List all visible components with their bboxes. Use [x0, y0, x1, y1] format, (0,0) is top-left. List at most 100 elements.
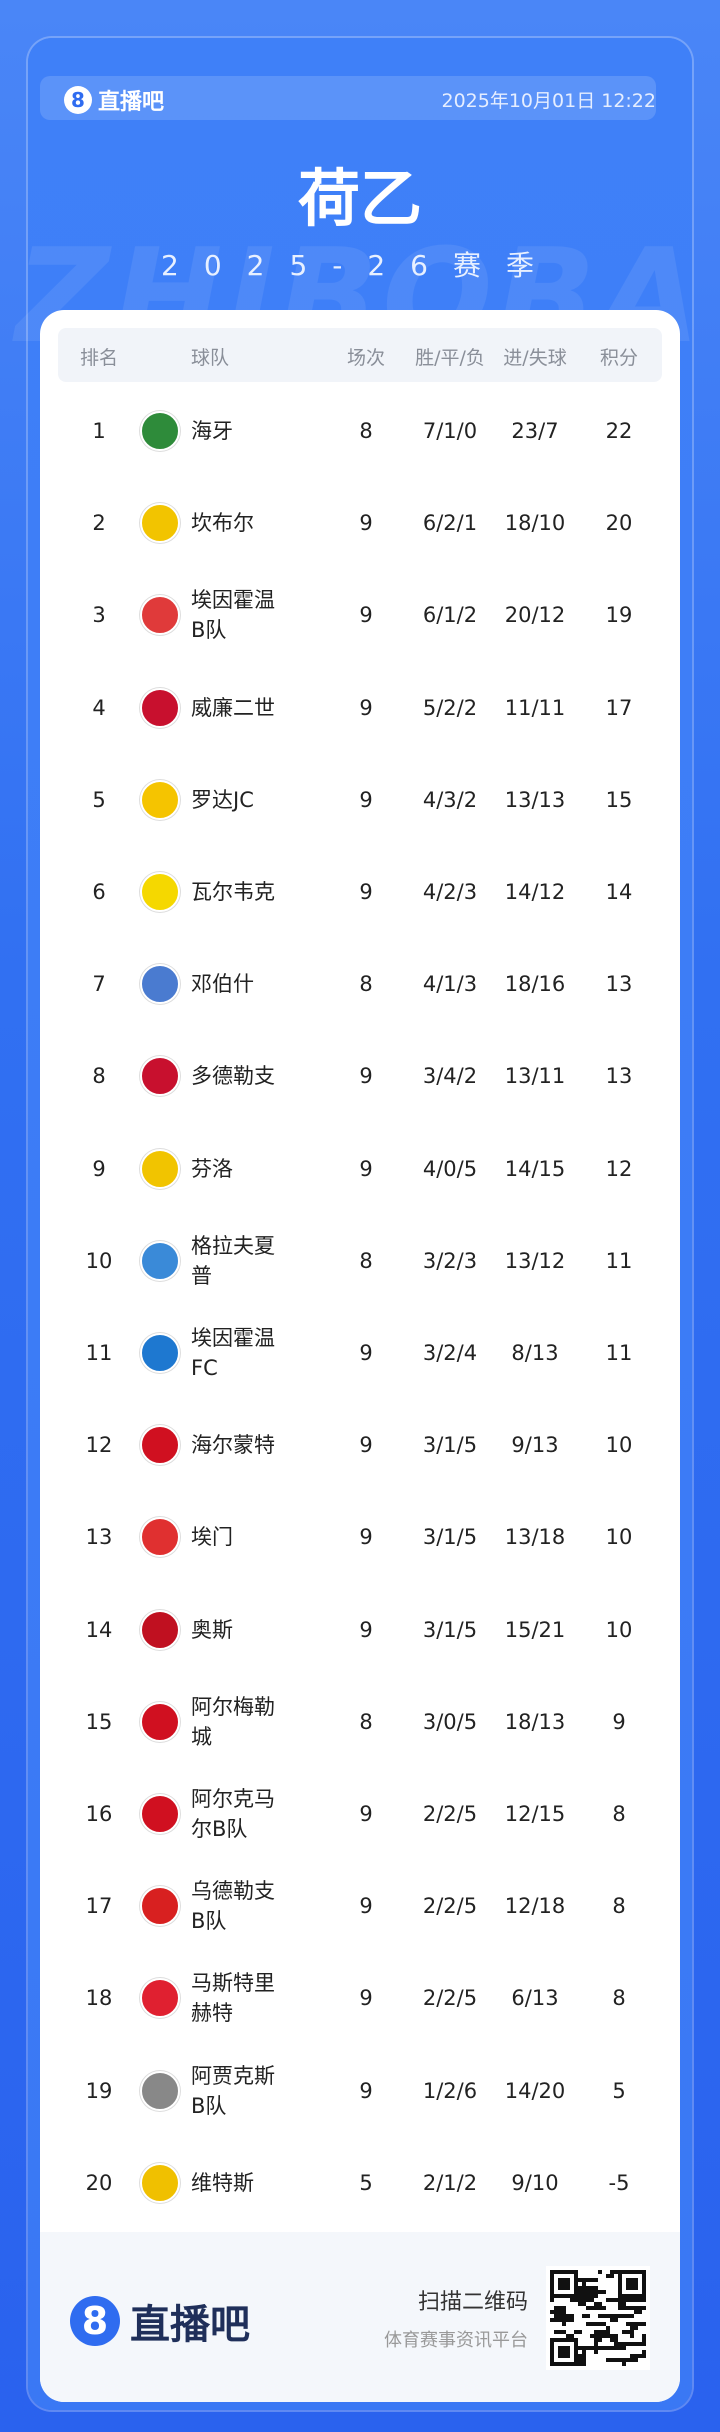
brand-text: 直播吧 — [98, 90, 165, 115]
qr-module — [590, 2286, 594, 2290]
rank: 16 — [85, 1802, 113, 1826]
points: 11 — [605, 1341, 633, 1365]
games: 9 — [359, 1894, 373, 1919]
qr-module — [614, 2342, 618, 2346]
team-name: 海尔蒙特 — [191, 1433, 275, 1458]
qr-module — [558, 2286, 562, 2290]
points: 10 — [605, 1433, 633, 1458]
qr-module — [638, 2354, 642, 2358]
qr-module — [618, 2282, 622, 2286]
qr-module — [606, 2334, 610, 2338]
qr-module — [606, 2358, 610, 2362]
games: 8 — [359, 1248, 373, 1273]
qr-module — [554, 2330, 558, 2334]
goals: 14/20 — [504, 2078, 566, 2103]
team-name: 埃因霍温FC — [191, 1326, 275, 1380]
qr-module — [570, 2338, 574, 2342]
qr-module — [574, 2346, 578, 2350]
rank: 11 — [85, 1341, 113, 1365]
qr-module — [562, 2278, 566, 2282]
qr-module — [574, 2342, 578, 2346]
w-d-l: 3/4/2 — [422, 1064, 478, 1089]
w-d-l: 3/0/5 — [422, 1709, 478, 1734]
points: 15 — [605, 787, 633, 812]
points: 11 — [605, 1248, 633, 1273]
qr-module — [594, 2350, 598, 2354]
team-name: 奥斯 — [191, 1617, 233, 1642]
qr-module — [566, 2270, 570, 2274]
qr-module — [634, 2342, 638, 2346]
qr-module — [618, 2346, 622, 2350]
qr-module — [562, 2322, 566, 2326]
team-logo — [140, 779, 180, 820]
qr-module — [550, 2270, 554, 2274]
qr-module — [594, 2306, 598, 2310]
team-name: 多德勒支 — [191, 1064, 275, 1089]
goals: 12/15 — [504, 1802, 566, 1826]
team-name: 海牙 — [191, 419, 233, 443]
team-name: 埃因霍温B队 — [191, 588, 275, 643]
team-logo — [140, 872, 180, 912]
qr-module — [574, 2294, 578, 2298]
qr-module — [638, 2298, 642, 2302]
qr-module — [638, 2306, 642, 2310]
rank: 3 — [92, 603, 106, 628]
qr-module — [586, 2322, 590, 2326]
goals: 9/13 — [511, 1433, 559, 1458]
qr-module — [562, 2282, 566, 2286]
scan-text: 扫描二维码 — [417, 2290, 528, 2315]
qr-module — [550, 2310, 554, 2314]
goals: 11/11 — [504, 695, 566, 720]
w-d-l: 2/1/2 — [422, 2170, 478, 2195]
qr-module — [582, 2286, 586, 2290]
qr-module — [566, 2286, 570, 2290]
qr-module — [582, 2294, 586, 2298]
top-bar — [40, 76, 656, 120]
column-header: 球队 — [191, 347, 230, 369]
qr-module — [582, 2314, 586, 2318]
qr-module — [594, 2290, 598, 2294]
qr-module — [574, 2330, 578, 2334]
team-name: 瓦尔韦克 — [191, 880, 275, 904]
qr-module — [566, 2354, 570, 2358]
qr-module — [594, 2286, 598, 2290]
qr-module — [558, 2282, 562, 2286]
qr-module — [606, 2346, 610, 2350]
points: 22 — [605, 419, 633, 443]
qr-module — [574, 2358, 578, 2362]
qr-module — [566, 2282, 570, 2286]
qr-module — [606, 2314, 610, 2318]
qr-module — [586, 2346, 590, 2350]
goals: 18/10 — [504, 511, 566, 536]
qr-module — [630, 2306, 634, 2310]
qr-module — [642, 2354, 646, 2358]
rank: 10 — [85, 1248, 113, 1273]
column-header: 场次 — [346, 347, 385, 369]
rank: 13 — [85, 1525, 113, 1550]
qr-module — [630, 2342, 634, 2346]
qr-module — [578, 2290, 582, 2294]
qr-module — [634, 2358, 638, 2362]
qr-module — [598, 2338, 602, 2342]
qr-module — [578, 2358, 582, 2362]
qr-module — [634, 2282, 638, 2286]
qr-module — [594, 2322, 598, 2326]
rank: 5 — [92, 787, 106, 812]
qr-module — [614, 2338, 618, 2342]
team-logo — [140, 1240, 180, 1281]
qr-module — [574, 2290, 578, 2294]
qr-module — [638, 2270, 642, 2274]
team-logo — [140, 1517, 180, 1558]
qr-module — [594, 2338, 598, 2342]
qr-module — [630, 2330, 634, 2334]
qr-module — [614, 2318, 618, 2322]
column-header: 胜/平/负 — [415, 347, 485, 369]
qr-module — [614, 2298, 618, 2302]
team-name: 罗达JC — [191, 787, 254, 812]
qr-module — [578, 2362, 582, 2366]
qr-module — [598, 2322, 602, 2326]
rank: 2 — [92, 511, 106, 536]
qr-module — [566, 2318, 570, 2322]
qr-module — [622, 2302, 626, 2306]
qr-module — [558, 2314, 562, 2318]
